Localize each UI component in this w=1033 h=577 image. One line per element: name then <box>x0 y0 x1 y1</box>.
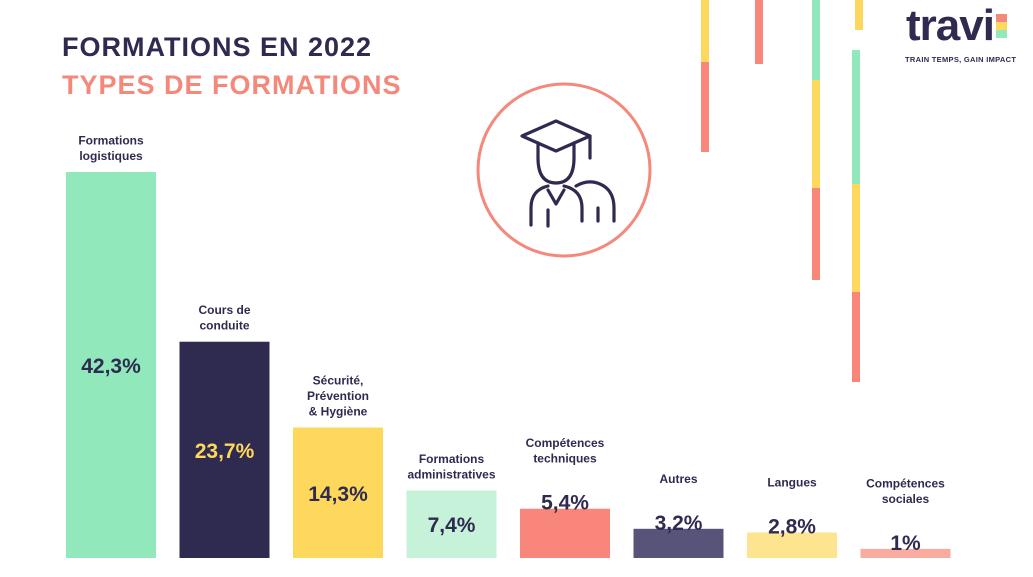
stripe <box>812 0 820 80</box>
category-label-line: Compétences <box>866 476 945 490</box>
category-label-line: & Hygiène <box>309 405 368 419</box>
value-label: 1% <box>890 532 921 555</box>
value-label: 2,8% <box>768 515 816 538</box>
value-label: 23,7% <box>195 440 255 463</box>
category-label-line: administratives <box>407 467 495 481</box>
brand-logo: travi <box>906 1 995 50</box>
brand-tagline: TRAIN TEMPS, GAIN IMPACT <box>905 55 1017 64</box>
bar <box>406 490 497 558</box>
stripe <box>701 62 709 152</box>
bar <box>293 427 383 558</box>
stripe <box>701 0 709 62</box>
category-label-line: sociales <box>882 492 930 506</box>
stripe <box>852 184 860 292</box>
value-label: 5,4% <box>541 492 589 515</box>
category-label: Compétences techniques <box>526 436 605 466</box>
category-label: Sécurité, Prévention & Hygiène <box>307 374 369 419</box>
stripe <box>812 80 820 188</box>
category-label-line: Compétences <box>526 436 605 450</box>
category-label: Compétences sociales <box>866 476 945 506</box>
category-label: Langues <box>767 475 817 489</box>
category-label-line: Formations <box>419 452 485 466</box>
bar <box>633 528 724 558</box>
stripe <box>852 292 860 382</box>
category-label: Formations administratives <box>407 452 495 482</box>
bar <box>520 508 610 558</box>
bar <box>747 532 837 558</box>
category-label: Autres <box>659 472 697 486</box>
category-label-line: Langues <box>767 475 817 489</box>
category-label: Formations logistiques <box>78 134 144 164</box>
category-label-line: logistiques <box>79 149 143 163</box>
page-subtitle: TYPES DE FORMATIONS <box>62 70 402 100</box>
bar <box>179 341 270 558</box>
category-label-line: techniques <box>533 452 597 466</box>
value-label: 7,4% <box>428 514 476 537</box>
graduate-icon <box>476 82 652 258</box>
value-label: 14,3% <box>308 483 368 506</box>
stripe <box>812 188 820 280</box>
category-label-line: Prévention <box>307 389 369 403</box>
stripe <box>755 0 763 64</box>
page-title: FORMATIONS EN 2022 <box>62 32 373 62</box>
value-label: 3,2% <box>655 512 703 535</box>
category-label-line: Sécurité, <box>313 374 364 388</box>
category-label-line: Autres <box>659 472 697 486</box>
category-label-line: Formations <box>78 134 144 148</box>
bar <box>860 548 951 558</box>
category-label: Cours de conduite <box>198 303 250 333</box>
stripe <box>855 0 863 30</box>
value-label: 42,3% <box>81 355 141 378</box>
bar <box>66 172 156 558</box>
stripe <box>852 50 860 184</box>
category-label-line: Cours de <box>198 303 250 317</box>
category-label-line: conduite <box>200 319 250 333</box>
